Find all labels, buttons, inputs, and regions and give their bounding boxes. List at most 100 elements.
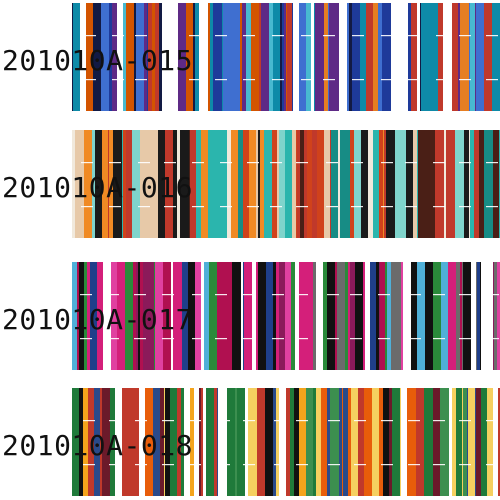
stitch-mark (323, 35, 335, 37)
stripe (162, 3, 172, 111)
stripe (304, 130, 308, 238)
stripe (376, 262, 380, 370)
stripe (420, 3, 422, 111)
stitch-mark (433, 162, 445, 164)
stitch-mark (350, 294, 362, 296)
stripe (458, 3, 461, 111)
stripe (94, 388, 101, 496)
stripe (307, 130, 313, 238)
stitch-mark (112, 79, 124, 81)
stripe (481, 388, 488, 496)
stripe (444, 130, 447, 238)
stitch-mark (162, 420, 174, 422)
stripe (306, 3, 312, 111)
stripe (159, 3, 163, 111)
stripe (392, 388, 401, 496)
stripe (331, 130, 339, 238)
stripe (265, 388, 267, 496)
stripe (115, 388, 123, 496)
stitch-mark (109, 162, 121, 164)
stitch-mark (459, 420, 471, 422)
stripe (111, 262, 118, 370)
stitch-mark (243, 464, 255, 466)
stripe (327, 262, 336, 370)
stitch-mark (135, 79, 147, 81)
stripe (222, 3, 224, 111)
stitch-mark (135, 35, 147, 37)
stitch-mark (407, 79, 419, 81)
stripe (210, 3, 214, 111)
stitch-mark (164, 162, 176, 164)
stripe (452, 3, 457, 111)
stripe (206, 388, 215, 496)
stitch-mark (80, 338, 92, 340)
stripe (258, 130, 261, 238)
stitch-mark (162, 338, 174, 340)
stitch-mark (84, 79, 96, 81)
stripe (364, 388, 373, 496)
stripe (248, 388, 258, 496)
stitch-mark (436, 35, 448, 37)
stripe (355, 262, 364, 370)
stitch-mark (189, 35, 201, 37)
stripe (403, 262, 412, 370)
stripe (177, 130, 181, 238)
stripe (335, 262, 338, 370)
stripe (273, 3, 281, 111)
stripe (391, 262, 397, 370)
stripe (123, 130, 127, 238)
stripe (372, 388, 380, 496)
stripe (220, 130, 222, 238)
stripe (285, 130, 293, 238)
stitch-mark (189, 464, 201, 466)
stripe (324, 3, 329, 111)
stripe (190, 130, 197, 238)
stripe (469, 130, 471, 238)
stripe (321, 388, 328, 496)
stripe (227, 388, 236, 496)
stripe (182, 262, 189, 370)
stripe (418, 130, 428, 238)
stripe (463, 262, 472, 370)
stripe (108, 130, 110, 238)
stripe (368, 130, 374, 238)
stitch-mark (459, 162, 471, 164)
stripe (354, 130, 362, 238)
stripe (217, 388, 219, 496)
stripe (350, 262, 356, 370)
stripe (295, 262, 300, 370)
stripe (231, 3, 241, 111)
product-code-018: 201010A-018 (2, 429, 193, 462)
stitch-mark (192, 206, 204, 208)
stripe (286, 3, 288, 111)
stripe (421, 3, 430, 111)
stripe (313, 262, 317, 370)
stripe (117, 3, 124, 111)
stripe (264, 130, 273, 238)
stripe (86, 3, 94, 111)
stripe (88, 388, 95, 496)
stripe (153, 388, 161, 496)
stitch-mark (274, 464, 286, 466)
stripe (411, 262, 418, 370)
stitch-mark (354, 464, 366, 466)
stitch-mark (274, 420, 286, 422)
stripe (77, 262, 80, 370)
stitch-mark (272, 35, 284, 37)
stripe (209, 262, 218, 370)
stitch-mark (215, 79, 227, 81)
stripe (345, 262, 349, 370)
stripe (365, 262, 371, 370)
stripe (424, 388, 434, 496)
stripe (221, 130, 225, 238)
stripe (224, 130, 228, 238)
stripe (171, 3, 179, 111)
stripe (194, 388, 200, 496)
stripe (452, 388, 457, 496)
stitch-mark (352, 35, 364, 37)
stripe (294, 388, 300, 496)
stripe (112, 3, 118, 111)
stripe (467, 3, 470, 111)
stripe (184, 388, 191, 496)
stripe (138, 262, 141, 370)
